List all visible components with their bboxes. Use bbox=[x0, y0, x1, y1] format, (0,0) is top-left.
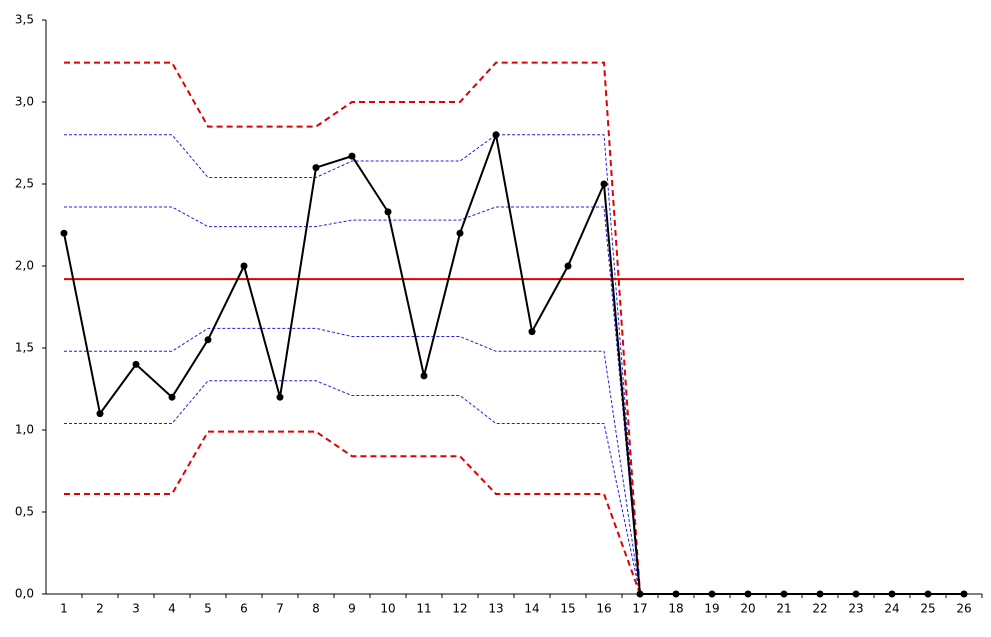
data-point bbox=[672, 590, 680, 598]
y-tick-label: 1,0 bbox=[15, 423, 34, 437]
data-point bbox=[240, 262, 248, 270]
data-point bbox=[744, 590, 752, 598]
x-tick-label: 9 bbox=[348, 602, 356, 616]
series-line bbox=[64, 430, 641, 595]
y-tick-label: 0,0 bbox=[15, 587, 34, 601]
y-tick-label: 3,0 bbox=[15, 95, 34, 109]
x-tick-label: 7 bbox=[276, 602, 284, 616]
series-line bbox=[64, 206, 641, 595]
data-point bbox=[276, 393, 284, 401]
x-tick-label: 1 bbox=[60, 602, 68, 616]
x-tick-label: 14 bbox=[524, 602, 539, 616]
data-point bbox=[960, 590, 968, 598]
data-point bbox=[204, 336, 212, 344]
data-point bbox=[384, 208, 392, 216]
x-tick-label: 23 bbox=[848, 602, 863, 616]
y-tick-label: 3,5 bbox=[15, 13, 34, 27]
y-tick-label: 1,5 bbox=[15, 341, 34, 355]
data-point bbox=[168, 393, 176, 401]
x-tick-label: 11 bbox=[416, 602, 431, 616]
series-line bbox=[64, 61, 641, 595]
x-tick-label: 15 bbox=[560, 602, 575, 616]
x-tick-label: 8 bbox=[312, 602, 320, 616]
data-point bbox=[636, 590, 644, 598]
x-tick-label: 20 bbox=[740, 602, 755, 616]
data-point bbox=[600, 180, 608, 188]
data-point bbox=[924, 590, 932, 598]
data-point bbox=[780, 590, 788, 598]
data-point bbox=[348, 152, 356, 160]
data-point bbox=[816, 590, 824, 598]
x-tick-label: 22 bbox=[812, 602, 827, 616]
series-line bbox=[64, 134, 641, 595]
x-tick-label: 24 bbox=[884, 602, 899, 616]
data-point bbox=[132, 360, 140, 368]
x-tick-label: 18 bbox=[668, 602, 683, 616]
data-point bbox=[60, 229, 68, 237]
x-tick-label: 16 bbox=[596, 602, 611, 616]
x-tick-label: 17 bbox=[632, 602, 647, 616]
data-point bbox=[456, 229, 464, 237]
x-tick-label: 19 bbox=[704, 602, 719, 616]
data-point bbox=[492, 131, 500, 139]
x-tick-label: 3 bbox=[132, 602, 140, 616]
y-tick-label: 0,5 bbox=[15, 505, 34, 519]
data-point bbox=[312, 164, 320, 172]
data-point bbox=[708, 590, 716, 598]
series-line bbox=[63, 131, 964, 595]
x-tick-label: 4 bbox=[168, 602, 176, 616]
x-tick-label: 13 bbox=[488, 602, 503, 616]
series-line bbox=[64, 380, 641, 595]
data-point bbox=[852, 590, 860, 598]
y-tick-label: 2,5 bbox=[15, 177, 34, 191]
y-tick-label: 2,0 bbox=[15, 259, 34, 273]
x-tick-label: 12 bbox=[452, 602, 467, 616]
data-point bbox=[420, 372, 428, 380]
data-point bbox=[888, 590, 896, 598]
x-tick-label: 2 bbox=[96, 602, 104, 616]
x-tick-label: 26 bbox=[956, 602, 971, 616]
data-point bbox=[96, 410, 104, 418]
data-point bbox=[564, 262, 572, 270]
x-tick-label: 21 bbox=[776, 602, 791, 616]
x-tick-label: 5 bbox=[204, 602, 212, 616]
x-tick-label: 6 bbox=[240, 602, 248, 616]
data-point bbox=[528, 328, 536, 336]
x-tick-label: 10 bbox=[380, 602, 395, 616]
x-tick-label: 25 bbox=[920, 602, 935, 616]
series-line bbox=[64, 327, 641, 595]
